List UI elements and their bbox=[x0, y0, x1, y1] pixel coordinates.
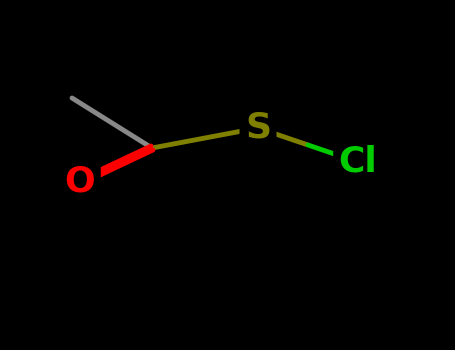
Text: Cl: Cl bbox=[339, 145, 377, 179]
Text: S: S bbox=[245, 111, 271, 145]
Text: O: O bbox=[65, 165, 96, 199]
